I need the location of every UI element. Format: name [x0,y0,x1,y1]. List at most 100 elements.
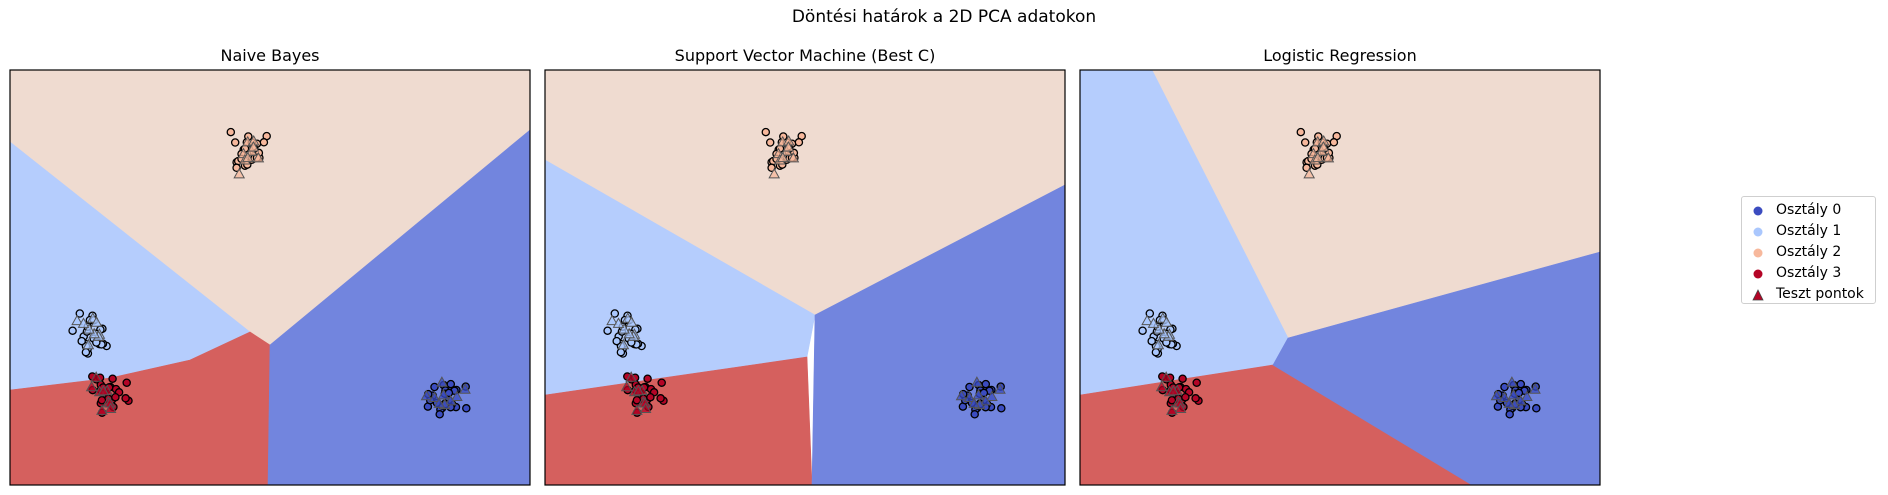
test-point-class-1 [83,323,95,334]
train-point-class-2 [230,138,240,147]
test-point-class-1 [612,317,625,328]
test-point-class-0 [428,391,441,402]
train-point-class-0 [1532,404,1541,413]
test-point-class-3 [1155,380,1168,392]
legend-label-class-1: Osztály 1 [1776,223,1842,239]
train-point-class-1 [1147,336,1156,346]
decision-region-class-3 [545,356,813,485]
train-point-class-2 [761,127,771,137]
test-point-class-3 [97,384,110,396]
test-point-class-0 [444,394,457,406]
test-point-class-1 [606,314,618,326]
test-point-class-0 [963,391,976,402]
legend-circle-icon-class-0 [1753,206,1763,216]
train-point-class-2 [1300,138,1310,147]
subplot-1: Naive Bayes [9,46,531,486]
train-point-class-3 [632,395,642,405]
test-point-class-1 [1152,338,1165,350]
test-point-class-0 [955,389,968,401]
train-point-class-3 [1178,374,1187,383]
test-point-class-0 [437,388,450,400]
train-point-class-0 [965,382,974,392]
test-point-class-0 [436,376,448,387]
test-point-class-2 [1311,151,1324,163]
test-point-class-3 [620,380,633,392]
legend-circle-icon-class-2 [1753,248,1763,258]
test-point-class-2 [1322,151,1335,163]
test-point-class-0 [994,383,1006,394]
train-point-class-1 [610,309,620,318]
train-point-class-2 [226,127,236,137]
test-point-class-3 [632,384,645,396]
train-point-class-3 [108,374,117,383]
legend-circle-icon-class-3 [1753,269,1763,279]
train-point-class-1 [68,326,77,335]
axes-frame [544,69,1066,486]
subplot-title: Naive Bayes [220,46,319,65]
test-point-class-3 [631,404,643,415]
train-point-class-2 [794,138,804,147]
test-point-class-0 [968,397,981,408]
subplot-3: Logistic Regression [1079,46,1601,486]
test-point-class-0 [1507,388,1520,400]
train-point-class-2 [1329,138,1339,147]
test-point-class-1 [77,317,90,328]
train-point-class-3 [1192,378,1201,387]
decision-region-class-0 [1272,251,1600,485]
legend-entry-class-0: Osztály 0 [1742,201,1877,221]
train-point-class-3 [643,374,652,383]
train-point-class-3 [1167,395,1177,405]
test-point-class-2 [241,151,254,163]
legend-label-test-points: Teszt pontok [1776,286,1864,302]
subplot-2: Support Vector Machine (Best C) [544,46,1066,486]
train-point-class-0 [462,404,471,413]
axes-frame [9,69,531,486]
train-point-class-3 [111,392,120,402]
train-point-class-0 [970,410,979,419]
train-point-class-3 [646,392,655,402]
test-point-class-0 [451,390,463,401]
test-point-class-0 [1521,390,1533,401]
train-point-class-1 [612,336,621,346]
test-point-class-2 [233,167,246,179]
test-point-class-3 [1167,384,1180,396]
train-point-class-3 [1181,392,1190,402]
test-point-class-3 [625,371,638,382]
test-point-class-1 [82,338,95,350]
test-point-class-1 [1141,314,1153,326]
train-point-class-0 [1500,382,1509,392]
test-point-class-0 [1490,389,1503,401]
train-point-class-1 [77,336,86,346]
test-point-class-3 [1166,404,1178,415]
legend-circle-icon-class-1 [1753,227,1763,237]
train-point-class-3 [656,394,665,403]
train-point-class-0 [1505,410,1514,419]
test-point-class-2 [1317,140,1330,152]
train-point-class-0 [435,410,444,419]
train-point-class-1 [603,326,612,335]
train-point-class-2 [765,138,775,147]
test-point-class-3 [96,404,108,415]
test-point-class-2 [782,140,795,152]
test-point-class-0 [433,397,446,408]
test-point-class-3 [104,402,117,413]
test-point-class-0 [972,388,985,400]
legend-entry-class-2: Osztály 2 [1742,243,1877,263]
legend: Osztály 0 Osztály 1 Osztály 2 Osztály 3 … [1741,196,1876,304]
legend-triangle-icon-test-points [1752,289,1764,301]
test-point-class-1 [90,316,103,327]
test-point-class-1 [1147,317,1160,328]
train-point-class-1 [75,309,85,318]
test-point-class-1 [618,323,630,334]
test-point-class-3 [1160,371,1173,382]
test-point-class-3 [639,402,652,413]
test-point-class-3 [85,380,98,392]
train-point-class-0 [430,382,439,392]
test-point-class-0 [1514,394,1527,406]
legend-entry-class-3: Osztály 3 [1742,264,1877,284]
test-point-class-0 [986,390,998,401]
test-point-class-3 [1174,402,1187,413]
test-point-class-0 [1506,376,1518,387]
test-point-class-0 [1503,397,1516,408]
subplot-title: Logistic Regression [1263,46,1416,65]
